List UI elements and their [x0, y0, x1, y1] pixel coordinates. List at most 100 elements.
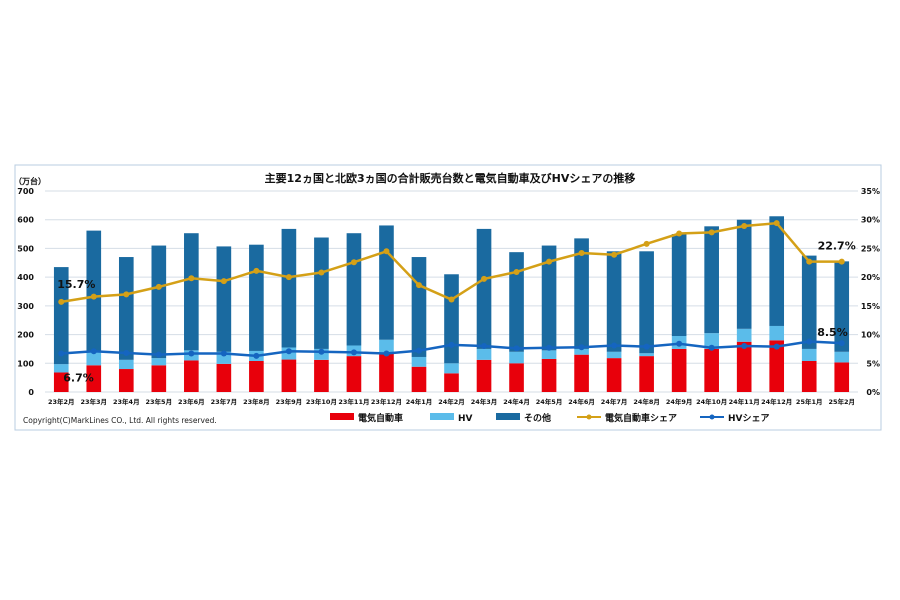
bar-電気自動車	[216, 363, 232, 392]
point-HVシェア	[58, 350, 65, 357]
point-電気自動車シェア	[318, 269, 325, 276]
bar-電気自動車	[184, 360, 199, 392]
bar-電気自動車	[671, 348, 687, 392]
point-HVシェア	[448, 341, 455, 348]
x-tick-label: 25年2月	[828, 397, 855, 406]
bar-HV	[379, 339, 394, 354]
point-電気自動車シェア	[838, 258, 845, 265]
bar-その他	[639, 251, 654, 354]
bar-電気自動車	[314, 359, 329, 392]
x-tick-label: 24年7月	[601, 397, 628, 406]
bar-電気自動車	[249, 360, 264, 392]
bar-電気自動車	[281, 359, 297, 392]
point-HVシェア	[773, 343, 780, 350]
bar-電気自動車	[834, 362, 850, 392]
bar-その他	[574, 238, 589, 349]
bar-電気自動車	[53, 372, 69, 392]
y2-tick-label: 35%	[861, 187, 880, 196]
point-HVシェア	[708, 344, 715, 351]
y2-tick-label: 10%	[861, 331, 880, 340]
bar-その他	[86, 230, 102, 351]
x-tick-label: 24年9月	[666, 397, 693, 406]
x-tick-label: 23年10月	[306, 397, 337, 406]
x-tick-label: 24年3月	[471, 397, 498, 406]
bar-その他	[509, 252, 524, 352]
point-HVシェア	[546, 344, 553, 351]
bar-電気自動車	[379, 353, 394, 392]
bar-HV	[834, 351, 850, 363]
point-HVシェア	[741, 343, 748, 350]
bar-その他	[53, 267, 69, 365]
bar-その他	[769, 216, 785, 326]
point-電気自動車シェア	[611, 251, 618, 258]
bar-HV	[118, 359, 134, 370]
point-HVシェア	[578, 344, 585, 351]
bar-HV	[444, 363, 459, 374]
bar-電気自動車	[606, 358, 622, 392]
bar-電気自動車	[541, 358, 557, 392]
annotation-hv-start: 6.7%	[63, 372, 94, 385]
bar-その他	[249, 244, 264, 351]
y-tick-label: 400	[17, 273, 34, 282]
point-電気自動車シェア	[643, 240, 650, 247]
legend-label: 電気自動車シェア	[605, 412, 677, 424]
bar-電気自動車	[411, 366, 427, 392]
x-tick-label: 23年7月	[211, 397, 238, 406]
point-HVシェア	[285, 348, 292, 355]
legend-swatch	[496, 413, 520, 420]
bar-その他	[704, 226, 719, 334]
bar-電気自動車	[118, 369, 134, 392]
point-電気自動車シェア	[285, 274, 292, 281]
point-電気自動車シェア	[708, 229, 715, 236]
annotation-ev-start: 15.7%	[57, 278, 95, 291]
point-HVシェア	[481, 343, 488, 350]
legend-marker	[709, 414, 715, 420]
annotation-hv-end: 8.5%	[817, 326, 848, 339]
point-HVシェア	[806, 338, 813, 345]
point-HVシェア	[253, 352, 260, 359]
x-tick-label: 24年1月	[406, 397, 433, 406]
bar-その他	[541, 245, 557, 351]
bar-電気自動車	[151, 365, 167, 392]
point-電気自動車シェア	[253, 267, 260, 274]
x-tick-label: 24年2月	[438, 397, 465, 406]
x-tick-label: 24年8月	[633, 397, 660, 406]
bar-その他	[834, 261, 850, 352]
legend-swatch	[430, 413, 454, 420]
legend-marker	[586, 414, 592, 420]
bar-HV	[769, 325, 785, 341]
point-電気自動車シェア	[415, 282, 422, 289]
point-電気自動車シェア	[546, 258, 553, 265]
y2-tick-label: 20%	[861, 273, 880, 282]
legend-label: HV	[458, 414, 473, 424]
bar-電気自動車	[639, 356, 654, 392]
y-tick-label: 200	[17, 331, 34, 340]
bar-電気自動車	[801, 360, 817, 392]
point-電気自動車シェア	[513, 268, 520, 275]
point-HVシェア	[838, 340, 845, 347]
bar-その他	[671, 234, 687, 337]
point-電気自動車シェア	[123, 291, 130, 298]
point-電気自動車シェア	[448, 296, 455, 303]
bar-HV	[606, 351, 622, 359]
bar-その他	[216, 246, 232, 352]
x-tick-label: 24年6月	[568, 397, 595, 406]
y-tick-label: 100	[17, 359, 34, 368]
y2-tick-label: 30%	[861, 216, 880, 225]
bar-電気自動車	[476, 359, 492, 392]
x-tick-label: 23年5月	[146, 397, 173, 406]
x-tick-label: 23年6月	[178, 397, 205, 406]
x-tick-label: 23年12月	[371, 397, 402, 406]
y2-tick-label: 0%	[866, 388, 880, 397]
y-tick-label: 0	[28, 388, 34, 397]
bar-その他	[118, 257, 134, 360]
bar-HV	[801, 348, 817, 361]
bar-HV	[736, 328, 752, 342]
point-電気自動車シェア	[773, 220, 780, 227]
point-電気自動車シェア	[578, 250, 585, 257]
bar-その他	[379, 225, 394, 340]
point-電気自動車シェア	[90, 293, 97, 300]
y-tick-label: 700	[17, 187, 34, 196]
point-電気自動車シェア	[481, 275, 488, 282]
